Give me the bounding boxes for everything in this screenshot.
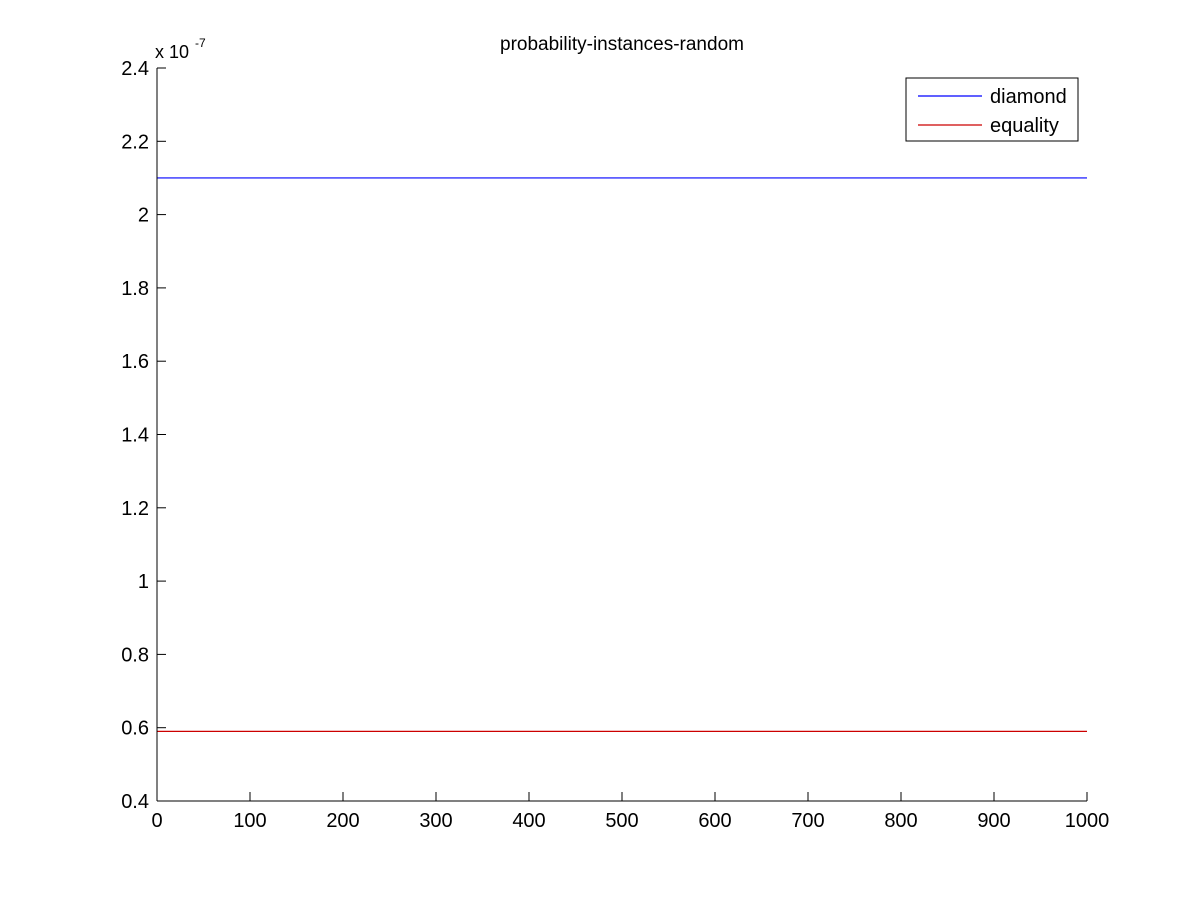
x-tick-label: 100 (233, 810, 266, 832)
x-tick-label: 0 (151, 810, 162, 832)
x-tick-label: 200 (326, 810, 359, 832)
y-multiplier-base: x 10 (155, 42, 189, 62)
y-tick-label: 1.8 (121, 278, 149, 300)
series-layer (157, 177, 1087, 732)
x-tick-label: 600 (698, 810, 731, 832)
ticks-layer: 0 100 200 300 400 500 600 700 800 900 1000 0.4 0.6 0.… (121, 58, 1109, 832)
x-tick-label: 900 (977, 810, 1010, 832)
y-tick-label: 2.4 (121, 58, 149, 80)
y-tick-label: 1.2 (121, 498, 149, 520)
y-multiplier-exponent: -7 (195, 36, 206, 50)
x-tick-label: 800 (884, 810, 917, 832)
y-tick-label: 1.4 (121, 425, 149, 447)
x-tick-label: 700 (791, 810, 824, 832)
y-tick-label: 2.2 (121, 131, 149, 153)
y-tick-label: 1 (138, 571, 149, 593)
y-tick-label: 0.8 (121, 644, 149, 666)
y-tick-label: 1.6 (121, 351, 149, 373)
legend-label-diamond: diamond (990, 86, 1067, 108)
y-tick-label: 2 (138, 205, 149, 227)
x-tick-label: 400 (512, 810, 545, 832)
legend: diamond equality (905, 77, 1079, 142)
y-tick-label: 0.4 (121, 791, 149, 813)
y-tick-label: 0.6 (121, 718, 149, 740)
chart-title: probability-instances-random (500, 34, 744, 55)
legend-box (905, 77, 1079, 142)
legend-label-equality: equality (990, 115, 1059, 137)
x-tick-label: 1000 (1065, 810, 1110, 832)
x-tick-label: 300 (419, 810, 452, 832)
y-multiplier: x 10 -7 (155, 36, 206, 62)
x-tick-label: 500 (605, 810, 638, 832)
